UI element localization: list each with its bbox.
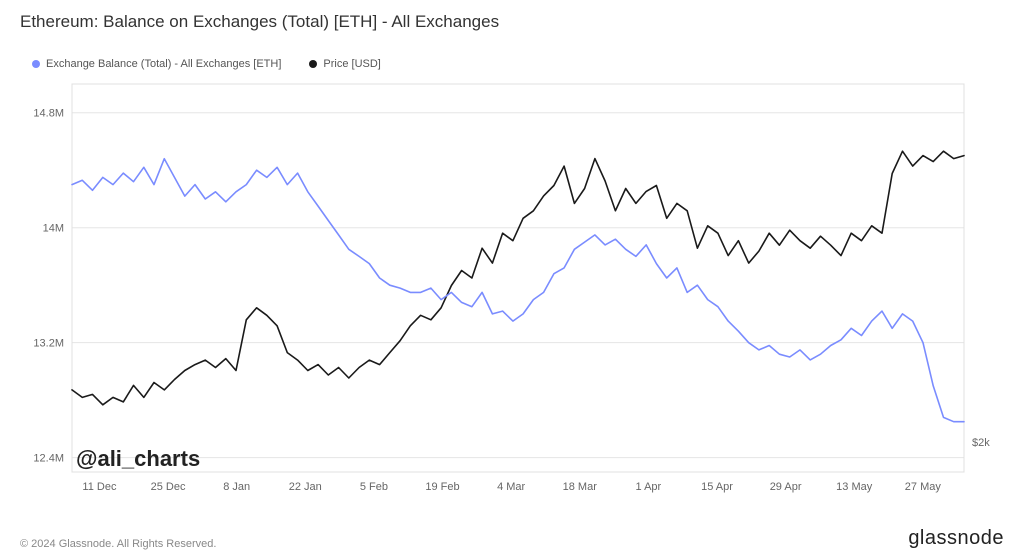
legend-swatch-price xyxy=(309,60,317,68)
chart-area: 12.4M 13.2M 14M 14.8M $2k 11 Dec 25 Dec 8 Jan 22… xyxy=(20,78,1004,500)
svg-text:$2k: $2k xyxy=(972,437,990,449)
legend-item-balance: Exchange Balance (Total) - All Exchanges… xyxy=(32,58,281,70)
legend-swatch-balance xyxy=(32,60,40,68)
legend-label-balance: Exchange Balance (Total) - All Exchanges… xyxy=(46,58,281,70)
brand-logo: glassnode xyxy=(908,527,1004,550)
legend: Exchange Balance (Total) - All Exchanges… xyxy=(32,58,381,70)
svg-text:8 Jan: 8 Jan xyxy=(223,481,250,493)
svg-text:14M: 14M xyxy=(43,223,64,235)
svg-text:13 May: 13 May xyxy=(836,481,873,493)
svg-text:4 Mar: 4 Mar xyxy=(497,481,525,493)
legend-label-price: Price [USD] xyxy=(323,58,380,70)
svg-text:14.8M: 14.8M xyxy=(33,108,64,120)
svg-text:1 Apr: 1 Apr xyxy=(636,481,662,493)
legend-item-price: Price [USD] xyxy=(309,58,380,70)
svg-text:13.2M: 13.2M xyxy=(33,338,64,350)
svg-text:12.4M: 12.4M xyxy=(33,453,64,465)
copyright: © 2024 Glassnode. All Rights Reserved. xyxy=(20,538,216,550)
svg-text:5 Feb: 5 Feb xyxy=(360,481,388,493)
footer: © 2024 Glassnode. All Rights Reserved. g… xyxy=(20,527,1004,550)
svg-text:15 Apr: 15 Apr xyxy=(701,481,733,493)
svg-text:18 Mar: 18 Mar xyxy=(563,481,598,493)
watermark: @ali_charts xyxy=(76,446,200,472)
svg-text:29 Apr: 29 Apr xyxy=(770,481,802,493)
svg-text:11 Dec: 11 Dec xyxy=(82,481,117,493)
svg-text:27 May: 27 May xyxy=(905,481,942,493)
chart-svg: 12.4M 13.2M 14M 14.8M $2k 11 Dec 25 Dec 8 Jan 22… xyxy=(20,78,1004,500)
svg-text:25 Dec: 25 Dec xyxy=(151,481,186,493)
chart-title: Ethereum: Balance on Exchanges (Total) [… xyxy=(20,12,499,32)
svg-text:19 Feb: 19 Feb xyxy=(425,481,459,493)
svg-text:22 Jan: 22 Jan xyxy=(289,481,322,493)
